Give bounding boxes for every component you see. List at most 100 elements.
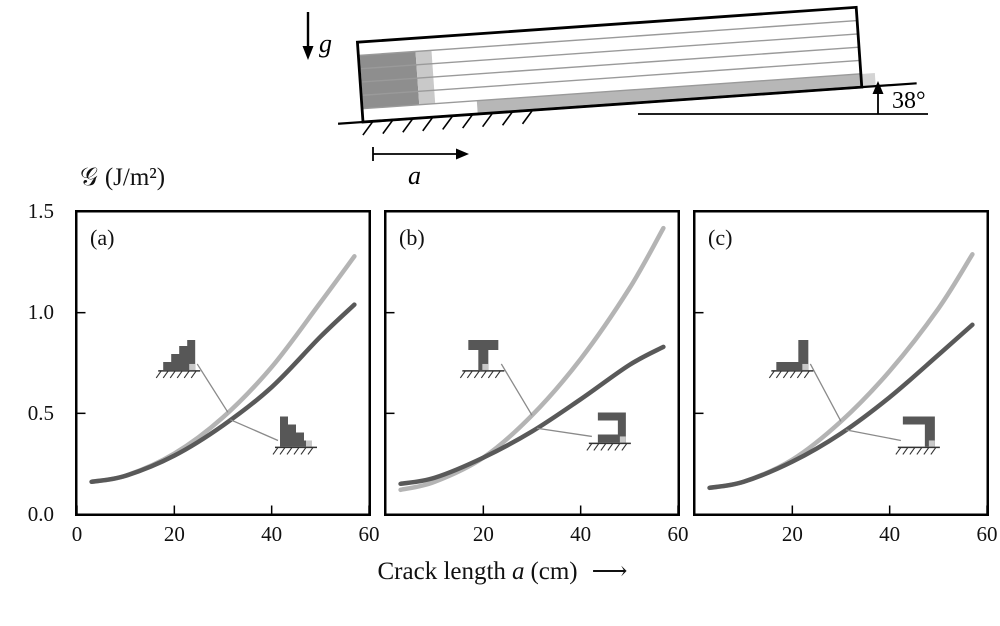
gravity-label: g [319,29,332,58]
inset-crack-tip [189,363,196,370]
crack-length-dimension [372,147,458,161]
inset-ground-hatch [916,447,923,455]
inset-ground-hatch [279,447,286,455]
curve-lower-dark [398,344,666,487]
inset-el-top-bar-icon [895,416,940,455]
inset-ground-hatch [190,370,197,379]
bonded-strip [476,73,862,114]
y-axis-unit: (J/m²) [104,164,166,191]
x-tick-label: 20 [782,522,803,546]
inset-ground-hatch [183,370,190,379]
inset-ground-hatch [607,443,614,451]
inset-ground-hatch [473,370,480,379]
angle-arrowhead [872,81,884,94]
inset-ground-hatch [803,370,810,379]
inset-connector [500,363,533,416]
crack-label: a [408,161,421,190]
x-tick-label: 60 [668,522,689,546]
x-tick-label: 40 [261,522,282,546]
x-tick-label: 60 [977,522,998,546]
curve-lower-dark [707,322,975,491]
x-axis-unit: (cm) [530,558,578,585]
curve-upper-light [398,225,666,493]
inset-ground-hatch [272,447,279,455]
x-tick-label: 40 [879,522,900,546]
inset-ground-hatch [286,447,293,455]
panel-label: (b) [399,225,425,250]
support-hatching [362,109,534,136]
inset-ground-hatch [494,370,501,379]
inset-ground-hatch [768,370,775,379]
inset-connector [196,363,229,413]
inset-shape [776,339,809,370]
inset-ground-hatch [923,447,930,455]
x-tick-label: 20 [473,522,494,546]
x-tick-label: 40 [570,522,591,546]
inset-staircase-up-icon [155,339,201,379]
inset-connector [809,363,842,422]
lamina-lines [358,19,861,110]
chart-panel-a: 0 20 40 60 (a) [72,210,380,546]
crack-arrowhead [456,148,469,160]
y-tick-label: 1.0 [27,300,54,324]
panel-label: (c) [708,225,732,250]
inset-shape [468,339,499,370]
y-tick-label: 0.0 [27,502,54,526]
inset-connector [230,419,279,442]
curve-lower-dark [89,302,357,485]
gravity-arrow-icon [302,12,314,60]
inset-crack-tip [802,363,809,370]
inset-ground-hatch [902,447,909,455]
plot-frame [75,210,371,516]
inset-ground-hatch [293,447,300,455]
x-tick-label: 20 [164,522,185,546]
inset-ground-hatch [300,447,307,455]
inset-ground-hatch [614,443,621,451]
x-tick-label: 60 [359,522,380,546]
inset-shape [597,412,626,443]
x-tick-label: 0 [72,522,83,546]
curve-upper-light [707,252,975,491]
inset-bracket-icon [586,412,631,451]
inset-el-column-right-icon [768,339,814,379]
inset-ground-hatch [586,443,593,451]
inset-ground-hatch [895,447,902,455]
inset-ground-hatch [593,443,600,451]
y-tick-label: 1.5 [27,199,54,223]
inset-ground-hatch [796,370,803,379]
x-axis-variable: a [511,558,525,585]
plot-frame [693,210,989,516]
schematic-diagram: g [302,5,928,190]
support-line [337,82,917,125]
inset-connector [536,427,592,438]
right-arrow-icon: ⟶ [591,558,628,585]
inset-shape [902,416,935,447]
y-tick-label: 0.5 [27,401,54,425]
plot-frame [384,210,680,516]
inset-ground-hatch [487,370,494,379]
inset-ground-hatch [176,370,183,379]
inset-crack-tip [619,436,626,443]
inset-ground-hatch [930,447,937,455]
inset-ground-hatch [459,370,466,379]
inset-ground-hatch [782,370,789,379]
angle-label: 38° [892,88,926,114]
inset-ground-hatch [621,443,628,451]
x-axis-label-text: Crack length [377,558,506,585]
inset-crack-tip [482,363,489,370]
substrate-tab [860,72,876,88]
chart-panel-b: 20 40 60 (b) [384,210,689,546]
y-axis-label: 𝒢 (J/m²) [80,162,165,192]
inset-crack-tip [306,440,312,447]
energy-release-symbol: 𝒢 [80,162,98,191]
inset-ground-hatch [466,370,473,379]
laminate-block [337,5,917,136]
inset-ground-hatch [307,447,314,455]
inset-ground-hatch [600,443,607,451]
inset-ground-hatch [775,370,782,379]
inset-ground-hatch [789,370,796,379]
charts-row: 1.5 1.0 0.5 0.0 0 20 40 60 (a) 20 40 60 (b) 20 4… [0,199,998,555]
inset-tee-icon [459,339,505,379]
chart-panel-c: 20 40 60 (c) [693,210,998,546]
